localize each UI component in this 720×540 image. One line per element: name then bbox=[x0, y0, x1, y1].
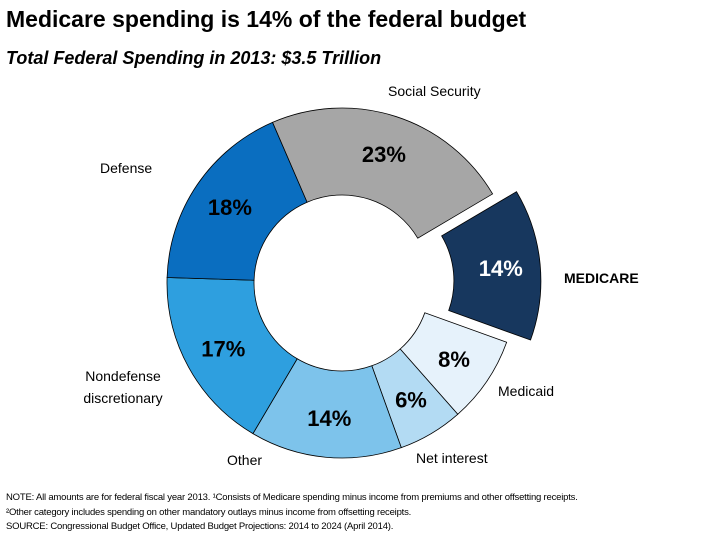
slice-defense bbox=[166, 121, 308, 281]
data-label-social-security: 23% bbox=[362, 142, 406, 167]
data-label-medicare: 14% bbox=[479, 256, 523, 281]
chart-title: Medicare spending is 14% of the federal … bbox=[6, 6, 527, 32]
note-line-2: ²Other category includes spending on oth… bbox=[6, 507, 412, 518]
label-nondefense: Nondefense discretionary bbox=[83, 368, 163, 406]
chart-subtitle: Total Federal Spending in 2013: $3.5 Tri… bbox=[6, 48, 382, 68]
data-label-defense: 18% bbox=[208, 195, 252, 220]
data-label-nondefense-discretionary: 17% bbox=[201, 336, 245, 361]
slice-medicare bbox=[441, 191, 542, 341]
label-social-security: Social Security bbox=[388, 83, 481, 99]
label-medicaid: Medicaid bbox=[498, 383, 555, 399]
slice-social-security bbox=[271, 107, 494, 239]
note-line-1: NOTE: All amounts are for federal fiscal… bbox=[6, 492, 578, 503]
data-label-other: 14% bbox=[307, 406, 351, 431]
label-other: Other bbox=[227, 452, 263, 468]
label-defense: Defense bbox=[100, 160, 153, 176]
data-label-medicaid: 8% bbox=[438, 347, 470, 372]
label-medicare: MEDICARE bbox=[564, 270, 639, 286]
data-label-net-interest: 6% bbox=[395, 388, 427, 413]
label-net-interest: Net interest bbox=[416, 450, 488, 466]
source-line: SOURCE: Congressional Budget Office, Upd… bbox=[6, 521, 394, 532]
